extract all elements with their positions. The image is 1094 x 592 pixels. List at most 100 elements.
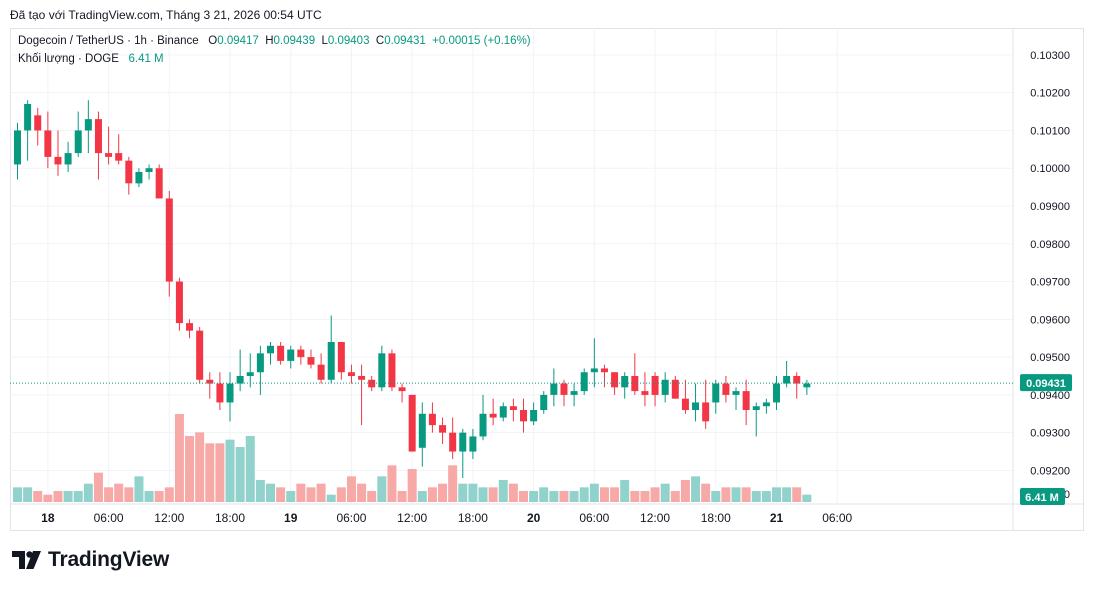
volume-bar [508,483,518,502]
x-tick-label: 06:00 [822,511,852,525]
x-tick-label: 18:00 [701,511,731,525]
candle [297,345,305,365]
candle [398,383,406,403]
candle [327,315,335,384]
candle [226,372,234,422]
volume-bar [33,491,43,502]
candle [611,372,619,395]
candle-body [702,402,710,422]
candle [94,111,102,180]
candle [34,107,42,146]
volume-title: Khối lượng · DOGE [18,53,119,65]
volume-bar [438,483,448,502]
volume-bar [539,487,549,502]
candle-body [651,376,659,395]
candle [692,383,700,422]
volume-bar [711,491,721,502]
candle-body [550,383,558,395]
candle [135,168,143,188]
x-tick-label: 19 [284,511,298,525]
volume-bar [579,487,589,502]
x-tick-label: 20 [527,511,541,525]
candle-body [267,345,274,354]
x-tick-label: 21 [770,511,784,525]
candle [165,190,173,297]
candle-body [428,413,436,426]
candle [540,391,548,414]
volume-axis-label: 0 [1064,489,1070,501]
candle-body [671,379,679,399]
y-tick-label: 0.09400 [1030,390,1070,402]
candle-body [408,394,416,452]
volume-bar [751,491,761,502]
candle [246,353,254,388]
volume-bar [114,483,124,502]
last-price-badge [1020,374,1072,392]
candle-body [489,413,497,418]
x-tick-label: 06:00 [94,511,124,525]
volume-bar [691,476,701,502]
y-tick-label: 0.09700 [1030,277,1070,289]
volume-bar [741,487,751,502]
candle [44,111,52,169]
candle-body [337,342,345,373]
candle [449,417,457,460]
candle [600,364,608,388]
y-tick-label: 0.09800 [1030,239,1070,251]
candle [337,342,345,380]
chart-overlays: 0.09431 0 6.41 M [10,374,1072,505]
candle [580,368,588,395]
volume-bar [225,439,235,502]
candle-body [681,398,689,410]
candle [358,364,366,426]
x-tick-label: 12:00 [640,511,670,525]
candle-body [327,342,335,380]
volume-bar [721,487,731,502]
volume-bar [53,491,63,502]
tradingview-brand[interactable]: TradingView [12,548,169,572]
y-tick-label: 0.10100 [1030,125,1070,137]
x-tick-label: 18:00 [458,511,488,525]
candle [175,277,183,331]
candle [783,360,791,388]
candle-body [600,368,608,373]
candle [681,379,689,414]
volume-bar [316,483,326,502]
volume-bar [13,487,22,502]
close-value: 0.09431 [384,35,426,47]
candle [105,126,113,165]
candle-body [44,130,52,157]
volume-bar [640,491,650,502]
volume-bar [83,483,93,502]
candle [560,379,568,407]
x-tick-label: 18 [41,511,55,525]
volume-bar [478,487,488,502]
candle [489,398,497,426]
high-label: H [265,35,274,47]
candle [803,379,811,395]
candle-body [621,376,629,388]
candle [277,342,285,365]
volume-bar [174,414,184,502]
volume-bar [772,487,781,502]
last-price-label: 0.09431 [1026,378,1066,390]
candle-body [64,153,72,165]
volume-bar [610,487,620,502]
volume-bar [407,469,417,502]
candle-body [24,104,32,131]
volume-bar [326,494,336,502]
candle-body [469,436,477,452]
candle [752,402,760,437]
volume-bar [559,491,569,502]
candle-body [246,372,254,376]
y-tick-label: 0.09300 [1030,428,1070,440]
volume-bar [306,487,316,502]
candle [418,402,426,467]
tradingview-logo-icon [12,551,41,569]
candle-body [459,432,467,452]
change-value: +0.00015 (+0.16%) [432,35,531,47]
candle-body [692,402,700,410]
volume-value: 6.41 M [128,53,164,65]
candle-body [14,130,21,165]
